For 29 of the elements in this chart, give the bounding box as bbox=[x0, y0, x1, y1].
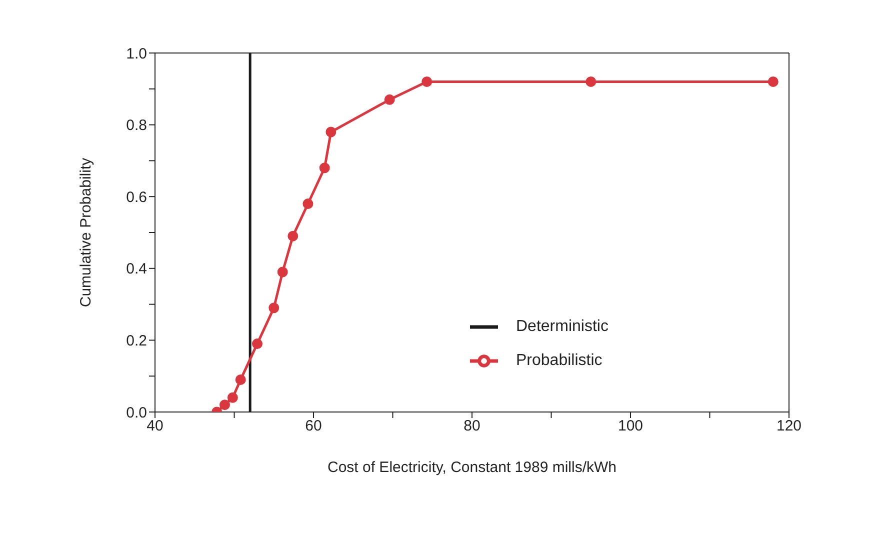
legend-label: Probabilistic bbox=[516, 352, 602, 369]
x-tick-label: 80 bbox=[464, 418, 480, 435]
point bbox=[768, 76, 778, 87]
y-tick-label: 0.0 bbox=[126, 404, 147, 422]
point bbox=[288, 230, 298, 242]
point bbox=[219, 400, 230, 410]
point bbox=[586, 76, 596, 87]
point bbox=[319, 162, 330, 174]
point bbox=[227, 392, 238, 403]
point bbox=[235, 374, 246, 385]
legend-label: Deterministic bbox=[516, 318, 608, 335]
y-tick-label: 0.2 bbox=[126, 332, 147, 350]
point bbox=[277, 266, 288, 278]
point bbox=[252, 338, 262, 350]
y-tick-label: 1.0 bbox=[126, 45, 147, 62]
point bbox=[268, 302, 280, 314]
y-tick-label: 0.6 bbox=[126, 188, 147, 206]
point bbox=[422, 76, 432, 87]
point bbox=[326, 126, 336, 138]
x-tick-label: 60 bbox=[305, 418, 322, 435]
x-tick-label: 40 bbox=[146, 418, 164, 435]
point bbox=[302, 198, 314, 210]
x-tick-label: 120 bbox=[776, 418, 802, 435]
x-axis-title: Cost of Electricity, Constant 1989 mills/kWh bbox=[328, 459, 616, 476]
point bbox=[384, 94, 395, 105]
y-axis-title: Cumulative Probability bbox=[77, 157, 94, 308]
y-tick-label: 0.4 bbox=[126, 260, 147, 278]
y-tick-label: 0.8 bbox=[126, 117, 147, 134]
x-tick-label: 100 bbox=[618, 418, 644, 435]
